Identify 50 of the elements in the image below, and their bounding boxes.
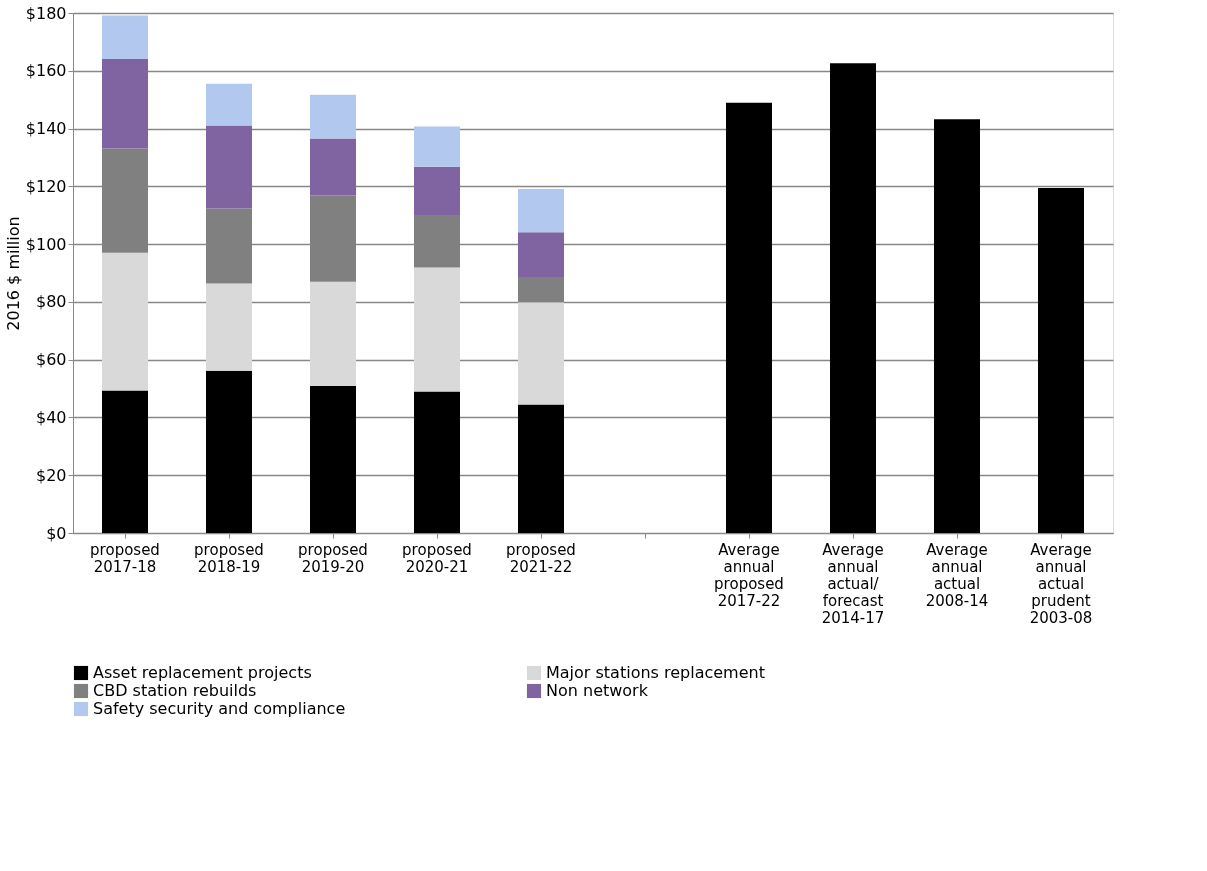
y-tick-label: $140: [25, 119, 67, 139]
legend-label: Major stations replacement: [546, 663, 765, 682]
bar: [518, 302, 564, 405]
bar: [518, 277, 564, 303]
bar: [310, 94, 356, 139]
y-tick-label: $120: [25, 176, 67, 196]
bar: [1038, 188, 1084, 533]
x-tick-label: Average annual actual/ forecast 2014-17: [821, 540, 885, 627]
y-tick-label: $180: [25, 3, 67, 23]
legend-label: Non network: [546, 681, 649, 700]
x-tick-label: Average annual proposed 2017-22: [714, 540, 784, 610]
bar: [934, 119, 980, 533]
bar: [102, 390, 148, 533]
bar: [310, 138, 356, 196]
bar: [518, 188, 564, 233]
y-tick-label: $0: [46, 523, 67, 543]
bar: [102, 252, 148, 391]
bar: [414, 166, 460, 215]
legend-label: Asset replacement projects: [93, 663, 312, 682]
y-axis-title: 2016 $ million: [3, 216, 23, 331]
y-tick-label: $20: [35, 465, 67, 485]
y-tick-label: $80: [35, 292, 67, 312]
bar: [726, 102, 772, 533]
bar: [830, 63, 876, 533]
bar: [414, 391, 460, 533]
y-tick-label: $40: [35, 407, 67, 427]
bar: [414, 126, 460, 167]
bar: [206, 125, 252, 209]
y-tick-label: $60: [35, 350, 67, 370]
bar: [518, 232, 564, 278]
x-tick-label: Average annual actual prudent 2003-08: [1029, 540, 1093, 627]
bar: [310, 385, 356, 533]
y-tick-label: $160: [25, 61, 67, 81]
x-tick-label: proposed 2017-18: [90, 540, 160, 576]
x-tick-label: proposed 2021-22: [506, 540, 576, 576]
bar: [310, 281, 356, 386]
bar: [414, 267, 460, 392]
bar: [206, 283, 252, 371]
bar: [206, 83, 252, 126]
bar: [518, 404, 564, 533]
legend-label: CBD station rebuilds: [93, 681, 257, 700]
x-tick-label: proposed 2019-20: [298, 540, 368, 576]
y-tick-label: $100: [25, 234, 67, 254]
bar: [206, 370, 252, 533]
x-tick-label: Average annual actual 2008-14: [925, 540, 989, 610]
legend-label: Safety security and compliance: [93, 699, 346, 718]
bar: [102, 58, 148, 149]
x-tick-label: proposed 2018-19: [194, 540, 264, 576]
x-tick-label: proposed 2020-21: [402, 540, 472, 576]
bar: [102, 15, 148, 59]
